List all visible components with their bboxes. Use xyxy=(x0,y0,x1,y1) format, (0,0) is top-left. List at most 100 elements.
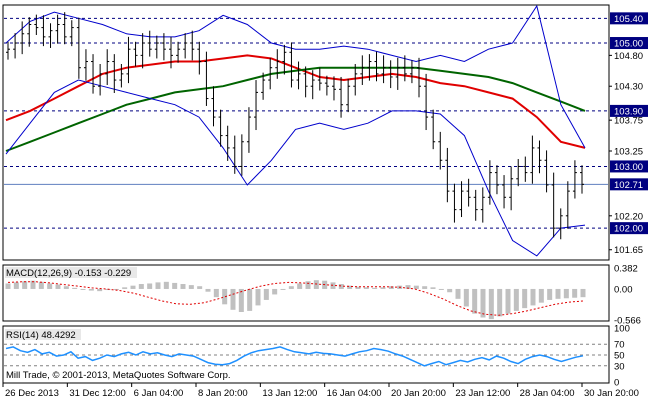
price-bar xyxy=(473,189,478,221)
price-bar xyxy=(282,44,287,75)
price-bar xyxy=(324,75,329,96)
svg-text:103.25: 103.25 xyxy=(614,147,643,158)
macd-bar xyxy=(297,283,303,289)
price-bar xyxy=(246,107,251,153)
price-panel xyxy=(2,4,610,261)
macd-bar xyxy=(413,285,419,289)
price-tick-label: 102.71 xyxy=(610,178,648,191)
price-bar xyxy=(211,86,216,127)
macd-bar xyxy=(288,286,294,289)
macd-bar xyxy=(255,288,261,306)
price-bar xyxy=(225,125,230,161)
macd-bar xyxy=(230,288,236,310)
price-bar xyxy=(402,55,407,82)
price-bar xyxy=(572,160,577,199)
price-tick-label: 103.90 xyxy=(610,104,648,117)
watermark: Mill Trade, © 2001-2013, MetaQuotes Soft… xyxy=(6,370,231,381)
macd-bar xyxy=(447,288,453,293)
macd-title: MACD(12,26,9) -0.153 -0.229 xyxy=(6,268,131,279)
price-bar xyxy=(438,131,443,170)
price-bar xyxy=(317,67,322,91)
x-tick-label: 31 Dec 12:00 xyxy=(69,388,126,399)
price-bar xyxy=(558,208,563,240)
price-bar xyxy=(523,156,528,182)
macd-signal-line xyxy=(7,281,584,316)
rsi-tick-label: 100 xyxy=(614,324,630,335)
svg-text:101.65: 101.65 xyxy=(614,245,643,256)
x-tick-label: 13 Jan 12:00 xyxy=(262,388,317,399)
series-ma-red xyxy=(5,54,586,149)
price-bar xyxy=(261,72,266,100)
rsi-title: RSI(14) 48.4292 xyxy=(6,330,76,341)
price-bar xyxy=(459,181,464,218)
macd-bar xyxy=(147,283,153,289)
rsi-panel xyxy=(2,325,610,384)
price-bar xyxy=(254,80,259,131)
price-tick-label: 102.00 xyxy=(610,222,648,235)
macd-bar xyxy=(55,284,61,289)
price-bar xyxy=(98,64,103,96)
price-bar xyxy=(190,30,195,61)
price-bar xyxy=(445,147,450,203)
macd-bar xyxy=(72,287,78,289)
price-bar xyxy=(27,17,32,47)
price-bar xyxy=(133,41,138,67)
price-bar xyxy=(197,41,202,75)
macd-bar xyxy=(463,288,469,307)
macd-bar xyxy=(363,287,369,289)
price-bar xyxy=(204,51,209,106)
macd-bar xyxy=(488,288,494,320)
x-tick-label: 26 Dec 2013 xyxy=(5,388,59,399)
x-tick-label: 30 Jan 20:00 xyxy=(584,388,639,399)
macd-bar xyxy=(22,281,28,289)
price-bar xyxy=(232,135,237,174)
macd-bar xyxy=(122,287,128,289)
macd-bar xyxy=(438,288,444,290)
price-bar xyxy=(346,78,351,113)
macd-bar xyxy=(88,288,94,291)
price-bar xyxy=(466,178,471,207)
svg-text:105.40: 105.40 xyxy=(614,14,643,25)
macd-bar xyxy=(163,281,169,289)
price-bar xyxy=(48,23,53,48)
price-bar xyxy=(537,140,542,174)
price-tick-label: 102.20 xyxy=(609,211,643,222)
macd-bar xyxy=(38,281,44,289)
macd-bar xyxy=(572,288,578,298)
price-bar xyxy=(176,41,181,63)
price-bar xyxy=(381,55,386,84)
svg-text:104.80: 104.80 xyxy=(614,51,643,62)
rsi-tick-label: 50 xyxy=(614,351,625,362)
price-bar xyxy=(112,54,117,94)
x-tick-label: 16 Jan 04:00 xyxy=(327,388,382,399)
price-bar xyxy=(331,76,336,101)
rsi-tick-label: 0 xyxy=(614,378,619,389)
price-bar xyxy=(388,60,393,89)
macd-bar xyxy=(30,280,36,289)
macd-bar xyxy=(172,282,178,289)
svg-text:102.71: 102.71 xyxy=(614,180,643,191)
macd-bar xyxy=(480,288,486,318)
macd-bar xyxy=(238,288,244,312)
price-bar xyxy=(480,187,485,223)
macd-bar xyxy=(263,288,269,300)
macd-bar xyxy=(213,288,219,298)
price-bar xyxy=(494,165,499,195)
price-tick-label: 103.75 xyxy=(609,116,643,127)
price-bar xyxy=(62,12,67,45)
macd-bar xyxy=(472,288,478,314)
macd-bar xyxy=(338,284,344,289)
price-bar xyxy=(509,166,514,211)
price-bar xyxy=(41,15,46,47)
macd-bar xyxy=(280,288,286,290)
macd-bar xyxy=(247,288,253,311)
price-bar xyxy=(580,165,584,194)
macd-bar xyxy=(155,282,161,289)
macd-bar xyxy=(422,286,428,289)
macd-bar xyxy=(430,287,436,289)
price-bar xyxy=(424,73,429,131)
macd-bar xyxy=(113,288,119,290)
macd-bar xyxy=(530,288,536,306)
rsi-tick-label: 30 xyxy=(614,361,625,372)
price-bar xyxy=(69,20,74,47)
